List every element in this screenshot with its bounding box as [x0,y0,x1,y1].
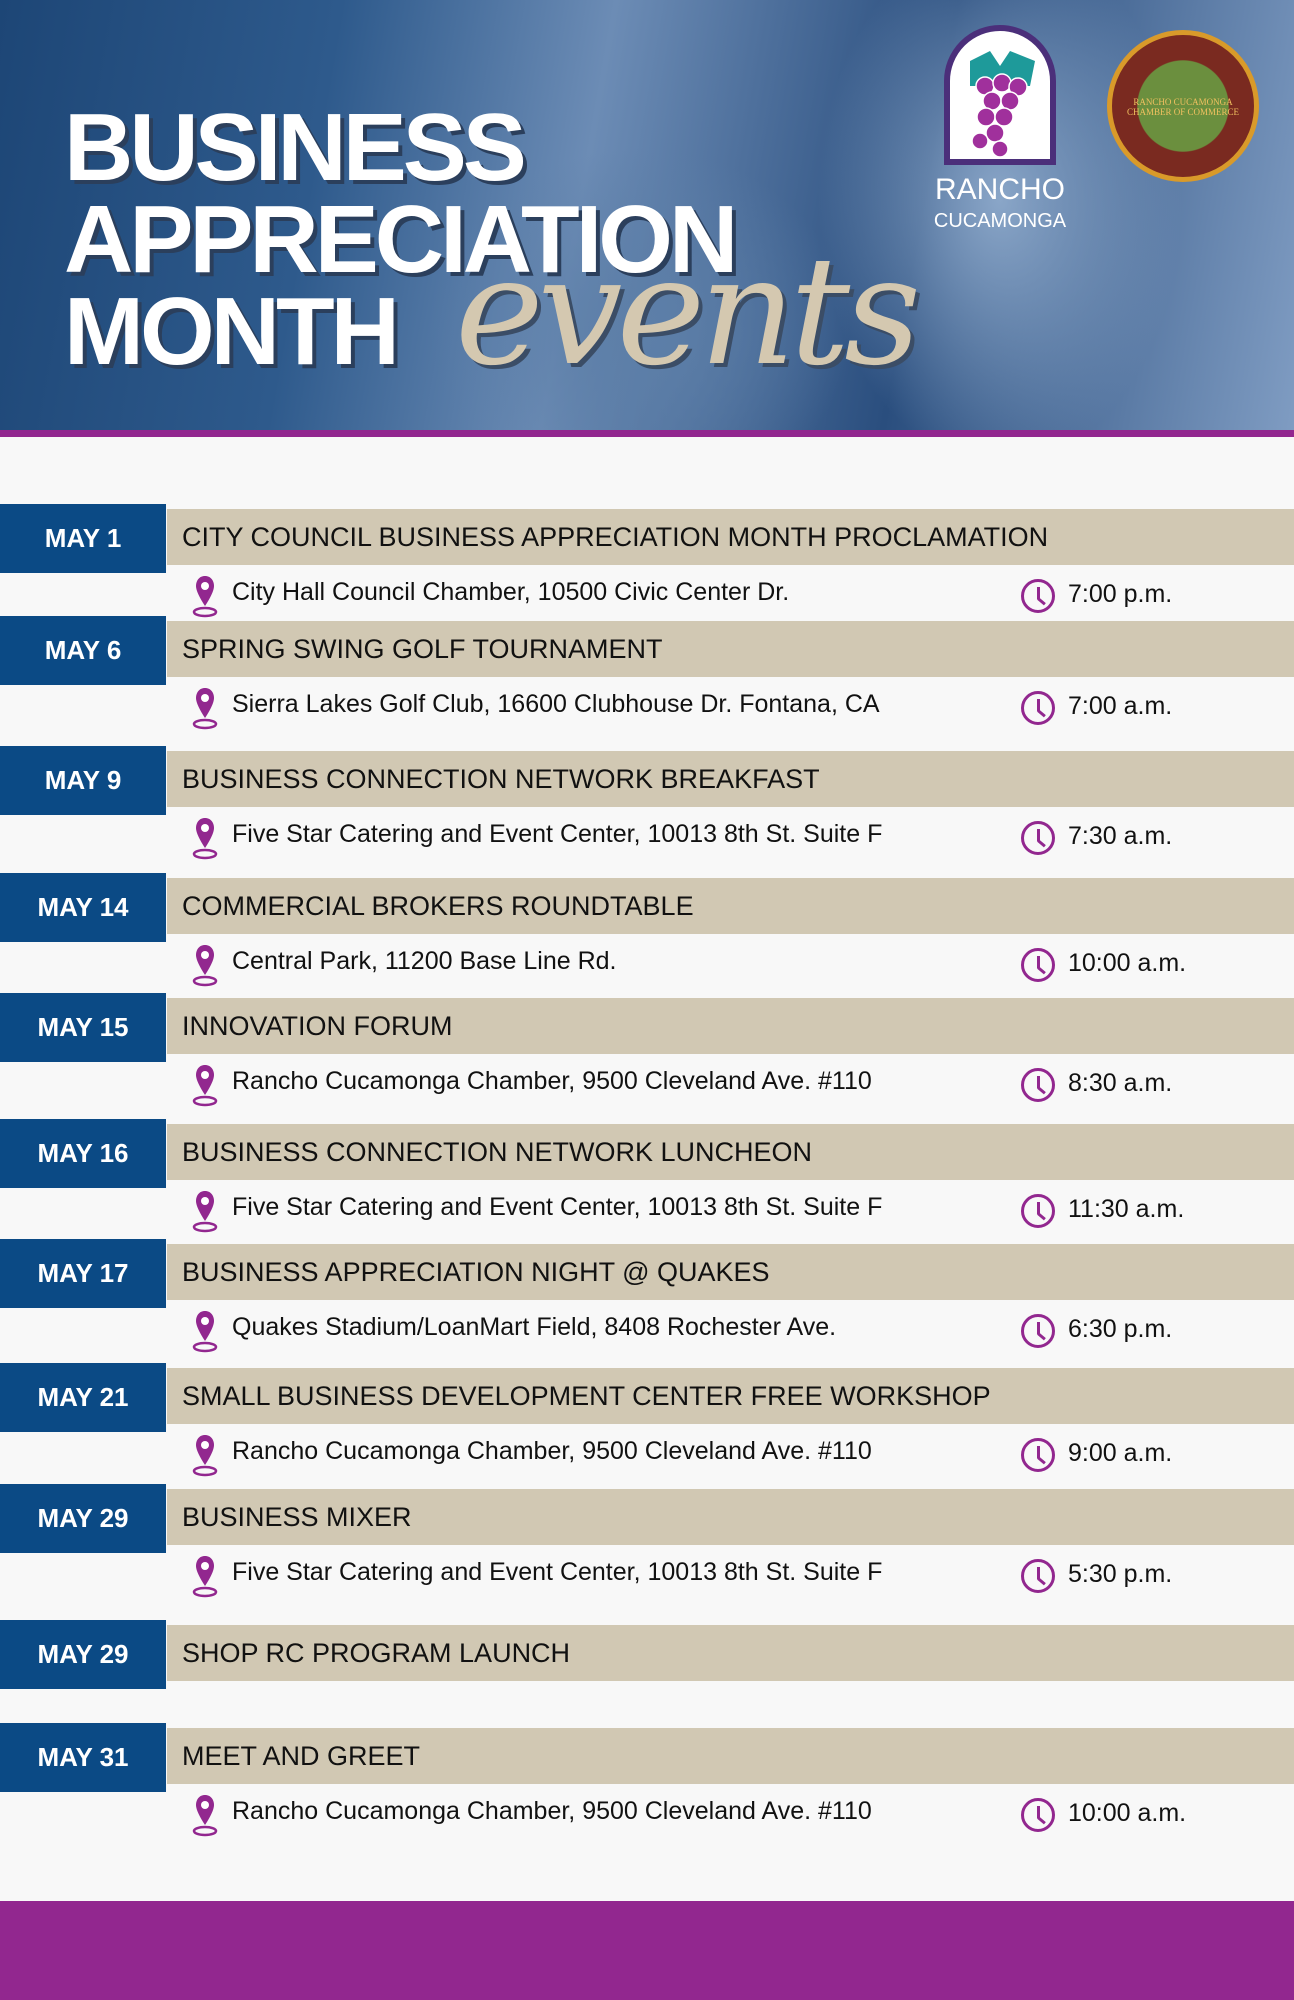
clock-icon [1021,579,1055,613]
location-pin-icon [191,1433,219,1477]
event-time: 6:30 p.m. [1068,1315,1173,1343]
event-location: City Hall Council Chamber, 10500 Civic C… [232,578,790,606]
event-date: MAY 14 [0,873,166,942]
location-pin-icon [191,943,219,987]
event-date: MAY 17 [0,1239,166,1308]
event-location: Five Star Catering and Event Center, 100… [232,1193,883,1221]
rancho-cucamonga-logo: RANCHO CUCAMONGA [920,25,1080,240]
location-pin-icon [191,1554,219,1598]
event-time: 10:00 a.m. [1068,1799,1187,1827]
event-title: SMALL BUSINESS DEVELOPMENT CENTER FREE W… [167,1368,1294,1424]
logo-name: RANCHO [934,173,1065,206]
event-date: MAY 29 [0,1620,166,1689]
event-date: MAY 1 [0,504,166,573]
title-line-3: MONTH [64,278,400,385]
event-title: BUSINESS APPRECIATION NIGHT @ QUAKES [167,1244,1294,1300]
event-time: 5:30 p.m. [1068,1560,1173,1588]
event-time: 8:30 a.m. [1068,1069,1173,1097]
event-date: MAY 9 [0,746,166,815]
clock-icon [1021,1559,1055,1593]
event-title: SPRING SWING GOLF TOURNAMENT [167,621,1294,677]
event-title: MEET AND GREET [167,1728,1294,1784]
clock-icon [1021,821,1055,855]
event-date: MAY 29 [0,1484,166,1553]
event-location: Five Star Catering and Event Center, 100… [232,1558,883,1586]
event-row: MAY 6 SPRING SWING GOLF TOURNAMENT Sierr… [0,616,1294,736]
title-line-1: BUSINESS [64,94,527,201]
event-title: SHOP RC PROGRAM LAUNCH [167,1625,1294,1681]
location-pin-icon [191,1189,219,1233]
event-location: Five Star Catering and Event Center, 100… [232,820,883,848]
event-date: MAY 6 [0,616,166,685]
event-title: BUSINESS CONNECTION NETWORK LUNCHEON [167,1124,1294,1180]
event-location: Rancho Cucamonga Chamber, 9500 Cleveland… [232,1437,872,1465]
clock-icon [1021,1798,1055,1832]
event-row: MAY 16 BUSINESS CONNECTION NETWORK LUNCH… [0,1119,1294,1239]
title-script-word: events [455,225,921,399]
event-row: MAY 29 BUSINESS MIXER Five Star Catering… [0,1484,1294,1604]
event-time: 10:00 a.m. [1068,949,1187,977]
event-date: MAY 16 [0,1119,166,1188]
event-date: MAY 21 [0,1363,166,1432]
event-date: MAY 31 [0,1723,166,1792]
event-location: Central Park, 11200 Base Line Rd. [232,947,617,975]
event-time: 9:00 a.m. [1068,1439,1173,1467]
event-row: MAY 15 INNOVATION FORUM Rancho Cucamonga… [0,993,1294,1113]
logo-subname: CUCAMONGA [933,210,1067,232]
header-divider [0,430,1294,437]
event-title: CITY COUNCIL BUSINESS APPRECIATION MONTH… [167,509,1294,565]
event-time: 11:30 a.m. [1068,1195,1185,1223]
event-time: 7:30 a.m. [1068,822,1173,850]
event-title: BUSINESS CONNECTION NETWORK BREAKFAST [167,751,1294,807]
event-row: MAY 21 SMALL BUSINESS DEVELOPMENT CENTER… [0,1363,1294,1483]
location-pin-icon [191,686,219,730]
location-pin-icon [191,1793,219,1837]
header-banner: BUSINESS APPRECIATION MONTH events RANCH… [0,0,1294,430]
event-row: MAY 17 BUSINESS APPRECIATION NIGHT @ QUA… [0,1239,1294,1359]
event-title: INNOVATION FORUM [167,998,1294,1054]
location-pin-icon [191,1063,219,1107]
event-location: Sierra Lakes Golf Club, 16600 Clubhouse … [232,690,880,718]
clock-icon [1021,1314,1055,1348]
clock-icon [1021,1068,1055,1102]
clock-icon [1021,1438,1055,1472]
clock-icon [1021,948,1055,982]
event-row: MAY 31 MEET AND GREET Rancho Cucamonga C… [0,1723,1294,1843]
event-location: Rancho Cucamonga Chamber, 9500 Cleveland… [232,1067,872,1095]
event-row: MAY 29 SHOP RC PROGRAM LAUNCH [0,1620,1294,1740]
event-title: COMMERCIAL BROKERS ROUNDTABLE [167,878,1294,934]
event-time: 7:00 a.m. [1068,692,1173,720]
title-line-2: APPRECIATION [64,186,738,293]
footer-bar [0,1901,1294,2000]
location-pin-icon [191,574,219,618]
event-location: Rancho Cucamonga Chamber, 9500 Cleveland… [232,1797,872,1825]
clock-icon [1021,691,1055,725]
event-row: MAY 9 BUSINESS CONNECTION NETWORK BREAKF… [0,746,1294,866]
chamber-of-commerce-seal: RANCHO CUCAMONGA CHAMBER OF COMMERCE [1107,30,1259,182]
grape-arch-icon [944,25,1056,165]
clock-icon [1021,1194,1055,1228]
location-pin-icon [191,1309,219,1353]
event-row: MAY 14 COMMERCIAL BROKERS ROUNDTABLE Cen… [0,873,1294,993]
event-location: Quakes Stadium/LoanMart Field, 8408 Roch… [232,1313,837,1341]
event-time: 7:00 p.m. [1068,580,1173,608]
event-title: BUSINESS MIXER [167,1489,1294,1545]
event-row: MAY 1 CITY COUNCIL BUSINESS APPRECIATION… [0,504,1294,624]
location-pin-icon [191,816,219,860]
seal-text: RANCHO CUCAMONGA CHAMBER OF COMMERCE [1126,97,1240,117]
event-date: MAY 15 [0,993,166,1062]
